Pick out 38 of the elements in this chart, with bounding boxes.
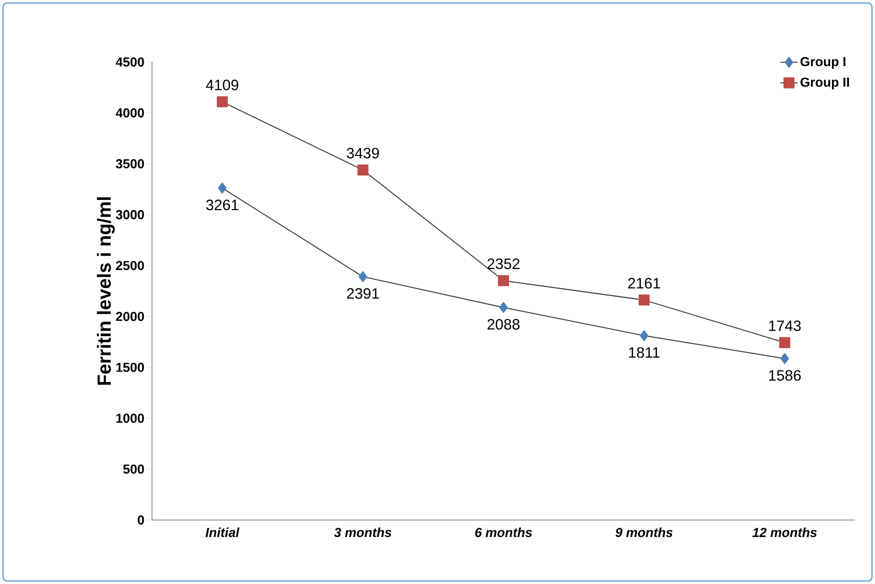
y-tick-label: 4500 bbox=[116, 57, 144, 67]
x-tick-label: Initial bbox=[206, 528, 240, 538]
y-tick-label: 3500 bbox=[116, 159, 144, 168]
data-label: 3439 bbox=[346, 148, 379, 158]
x-tick-label: 12 months bbox=[752, 528, 817, 538]
y-tick-label: 0 bbox=[138, 515, 144, 525]
data-label: 2161 bbox=[628, 278, 660, 289]
data-label: 4109 bbox=[206, 80, 238, 90]
y-tick-label: 1500 bbox=[116, 362, 144, 372]
x-tick-label: 9 months bbox=[616, 528, 673, 538]
point bbox=[779, 337, 790, 348]
data-label: 3261 bbox=[206, 200, 238, 210]
data-label: 2088 bbox=[488, 319, 520, 330]
legend-label: Group I bbox=[800, 57, 846, 69]
x-tick-label: 6 months bbox=[475, 528, 532, 538]
point bbox=[640, 330, 648, 342]
y-tick-label: 2000 bbox=[116, 312, 144, 322]
point bbox=[499, 302, 508, 313]
y-tick-label: 2500 bbox=[116, 260, 144, 270]
point bbox=[638, 294, 650, 306]
y-tick-label: 1000 bbox=[116, 414, 144, 423]
data-label: 2391 bbox=[346, 288, 379, 299]
point bbox=[358, 271, 368, 282]
legend-label: Group II bbox=[800, 78, 849, 90]
point bbox=[498, 275, 510, 286]
point bbox=[218, 182, 227, 194]
x-tick-label: 3 months bbox=[334, 528, 392, 538]
data-label: 1743 bbox=[769, 320, 801, 332]
point bbox=[780, 353, 789, 364]
y-tick-label: 3000 bbox=[116, 210, 144, 220]
data-label: 2352 bbox=[488, 258, 520, 270]
y-axis-title: Ferritin levels i ng/ml bbox=[96, 197, 115, 385]
y-tick-label: 500 bbox=[123, 464, 144, 474]
data-label: 1586 bbox=[769, 370, 801, 381]
data-label: 1811 bbox=[629, 347, 660, 358]
y-tick-label: 4000 bbox=[116, 108, 144, 118]
point bbox=[216, 96, 228, 108]
point bbox=[357, 164, 368, 176]
